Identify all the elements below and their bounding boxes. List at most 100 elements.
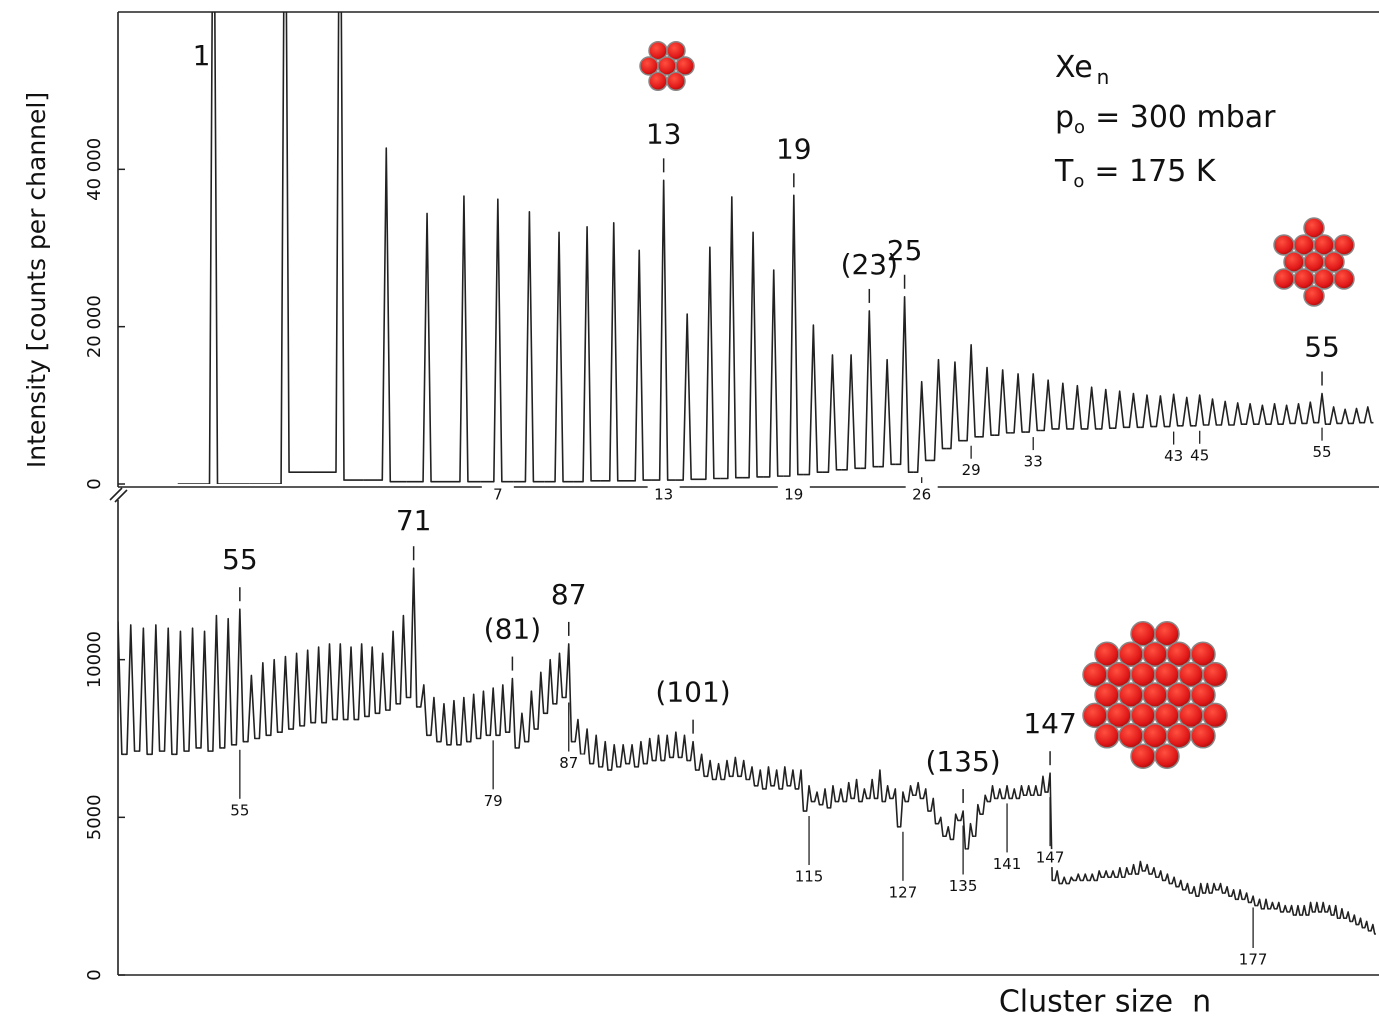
- position-label: 55: [230, 801, 249, 819]
- peak: [1010, 374, 1025, 433]
- atom: [1274, 269, 1294, 289]
- peak: [1018, 786, 1025, 799]
- peak: [1219, 401, 1232, 425]
- position-label: 79: [484, 792, 503, 810]
- peak: [989, 786, 996, 802]
- peak: [388, 631, 398, 710]
- peak: [675, 314, 698, 480]
- cluster: [1083, 622, 1227, 768]
- position-label: 87: [559, 754, 578, 772]
- peak-label: 1: [193, 39, 211, 72]
- peak: [914, 783, 922, 799]
- peak: [1096, 871, 1103, 880]
- peak: [1082, 874, 1089, 880]
- peak: [346, 647, 357, 720]
- peak: [1099, 390, 1113, 429]
- peak: [963, 345, 979, 441]
- peak-label: (101): [655, 676, 730, 709]
- peak: [1243, 893, 1249, 902]
- peak: [1250, 896, 1256, 905]
- peak: [527, 691, 536, 741]
- peak: [1362, 407, 1373, 423]
- peak: [363, 148, 407, 482]
- peak: [419, 685, 429, 735]
- atom: [1334, 269, 1354, 289]
- peak: [249, 0, 312, 484]
- peak: [313, 647, 324, 723]
- peak: [697, 754, 706, 776]
- atom: [1095, 724, 1119, 748]
- peak-label: 25: [887, 234, 923, 267]
- peak: [651, 180, 675, 480]
- peak: [162, 628, 174, 754]
- peak-label: 13: [646, 117, 682, 150]
- peak: [1171, 877, 1178, 886]
- peak: [1276, 902, 1282, 911]
- peak: [1351, 408, 1362, 423]
- peak: [1011, 789, 1018, 798]
- peak: [1130, 865, 1137, 874]
- peak: [1282, 906, 1288, 912]
- position-label: 7: [493, 486, 503, 504]
- peak: [1301, 906, 1307, 915]
- peak: [663, 735, 672, 760]
- position-label: 43: [1164, 447, 1183, 465]
- peak: [930, 360, 947, 461]
- y-tick-label: 5000: [84, 794, 105, 840]
- peak: [781, 767, 789, 789]
- y-tick-label: 0: [84, 969, 105, 980]
- peak: [573, 227, 600, 482]
- peak: [498, 685, 508, 735]
- break-mark: [110, 488, 122, 500]
- peak: [784, 195, 804, 476]
- peak: [689, 742, 698, 770]
- peak: [884, 786, 892, 802]
- peak: [723, 761, 731, 780]
- cluster: [1274, 218, 1354, 306]
- peak: [773, 770, 781, 789]
- peak: [804, 325, 823, 474]
- peak: [628, 745, 637, 767]
- peak: [356, 644, 367, 720]
- peak: [514, 212, 545, 482]
- species-subscript: n: [1097, 65, 1110, 89]
- peak: [600, 223, 626, 481]
- peak: [610, 745, 619, 770]
- peak-label: 87: [551, 578, 587, 611]
- peak: [1041, 380, 1056, 430]
- peak: [1217, 884, 1224, 893]
- peak: [269, 660, 280, 736]
- chart: Intensity [counts per channel] Cluster s…: [0, 0, 1379, 1024]
- peak: [626, 250, 651, 480]
- peak: [896, 297, 913, 472]
- peak: [721, 197, 743, 479]
- peak: [1293, 404, 1305, 424]
- temperature: To= 175 K: [1054, 154, 1217, 193]
- peak: [1197, 884, 1204, 897]
- peak: [860, 311, 878, 468]
- peak: [573, 720, 582, 755]
- y-tick-label: 10000: [84, 631, 105, 688]
- y-tick-label: 20 000: [84, 295, 105, 358]
- peak: [407, 213, 446, 481]
- species-symbol: Xe: [1055, 50, 1093, 85]
- peak: [1364, 921, 1370, 930]
- peak: [845, 783, 853, 802]
- peak: [459, 698, 469, 745]
- peak: [619, 745, 628, 767]
- peak: [805, 786, 813, 811]
- peak: [1295, 906, 1301, 915]
- peak: [1206, 399, 1219, 425]
- peak: [1256, 405, 1268, 424]
- atom: [667, 72, 685, 90]
- peak: [1039, 776, 1046, 795]
- peak: [1320, 902, 1326, 911]
- peak: [291, 653, 302, 729]
- peak: [1025, 786, 1032, 795]
- peak: [842, 355, 860, 470]
- peak: [1333, 906, 1339, 919]
- peak: [878, 360, 896, 467]
- peak: [944, 827, 951, 840]
- peak: [1316, 394, 1328, 425]
- peak-label: 19: [776, 132, 812, 165]
